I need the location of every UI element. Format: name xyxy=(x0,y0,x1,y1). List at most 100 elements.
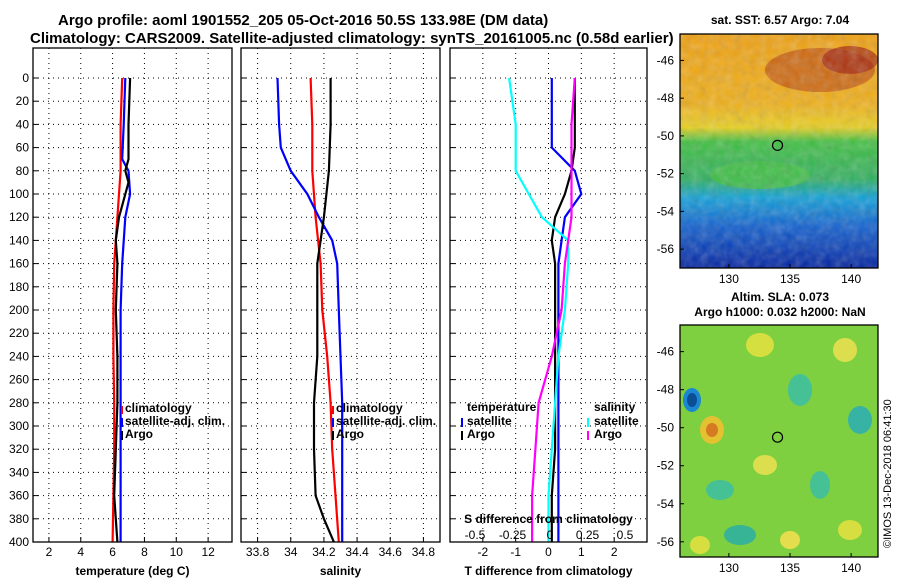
y-tick-label: 180 xyxy=(9,280,29,294)
y-tick-label: 260 xyxy=(9,373,29,387)
x-tick-label: 2 xyxy=(46,545,53,559)
legend-satellite-adj: satellite-adj. clim. xyxy=(336,414,436,428)
x-tick-label: 10 xyxy=(170,545,184,559)
series-t-satellite xyxy=(550,78,583,542)
lat-tick-label: -52 xyxy=(657,167,675,181)
legend-satellite-adj: satellite-adj. clim. xyxy=(125,414,225,428)
sla-high-core xyxy=(706,423,718,437)
x-tick-label: 34.4 xyxy=(345,545,369,559)
x-tick-label: 34 xyxy=(284,545,298,559)
y-tick-label: 340 xyxy=(9,465,29,479)
title-line-1: Argo profile: aoml 1901552_205 05-Oct-20… xyxy=(58,12,548,29)
legend-s-satellite: satellite xyxy=(594,414,639,428)
plot-frame xyxy=(449,47,648,543)
lat-tick-label: -48 xyxy=(657,91,675,105)
plot-frame xyxy=(240,47,441,543)
sst-map-title: sat. SST: 6.57 Argo: 7.04 xyxy=(711,13,850,27)
sla-blob xyxy=(833,338,857,362)
lon-tick-label: 135 xyxy=(780,561,800,575)
sst-argo-position xyxy=(771,139,784,151)
sla-blob xyxy=(724,525,756,545)
lat-tick-label: -48 xyxy=(657,383,675,397)
x-tick-label: 1 xyxy=(578,545,585,559)
series-climatology xyxy=(111,77,124,543)
y-tick-label: 0 xyxy=(22,71,29,85)
x-tick-label: 8 xyxy=(141,545,148,559)
x2-tick-label: 0 xyxy=(547,528,554,542)
sst-map-frame xyxy=(679,33,879,269)
lon-tick-label: 140 xyxy=(841,561,861,575)
x-tick-label: 4 xyxy=(77,545,84,559)
x-tick-label: 34.6 xyxy=(379,545,403,559)
sla-map: -46 -48 -50 -52 -54 -56 130 135 140 xyxy=(657,324,879,575)
y-tick-label: 320 xyxy=(9,442,29,456)
series-t-argo xyxy=(550,78,576,542)
sla-map-title-1: Altim. SLA: 0.073 xyxy=(731,290,829,304)
sla-blob xyxy=(690,536,710,554)
series-satellite-adj-clim- xyxy=(276,77,344,542)
y-tick-label: 280 xyxy=(9,396,29,410)
x2-tick-label: 0.25 xyxy=(576,528,600,542)
series-argo xyxy=(312,78,335,543)
x-tick-label: 6 xyxy=(109,545,116,559)
series-satellite-adj-clim- xyxy=(119,77,132,542)
legend-s-argo: Argo xyxy=(594,427,622,441)
y-tick-label: 100 xyxy=(9,187,29,201)
temperature-panel: 2 4 6 8 10 1202040608010012014016018020022024… xyxy=(9,47,233,578)
x-tick-label: 2 xyxy=(611,545,618,559)
sst-map: -46 -48 -50 -52 -54 -56 130 135 140 xyxy=(657,33,879,286)
y-tick-label: 220 xyxy=(9,326,29,340)
series-s-satellite xyxy=(508,77,570,542)
y-tick-label: 400 xyxy=(9,535,29,549)
legend-t-argo: Argo xyxy=(467,427,495,441)
sla-blob xyxy=(788,374,812,406)
y-tick-label: 300 xyxy=(9,419,29,433)
sla-map-frame xyxy=(679,324,879,558)
sla-blob xyxy=(848,406,872,434)
legend-climatology: climatology xyxy=(336,401,403,415)
sla-blob xyxy=(706,480,734,500)
y-tick-label: 240 xyxy=(9,349,29,363)
y-tick-label: 80 xyxy=(16,164,30,178)
series-climatology xyxy=(309,77,340,543)
y-tick-label: 60 xyxy=(16,141,30,155)
x-axis-label: T difference from climatology xyxy=(464,564,632,578)
y-tick-label: 200 xyxy=(9,303,29,317)
x-axis-label: temperature (deg C) xyxy=(75,564,189,578)
title-line-2: Climatology: CARS2009. Satellite-adjuste… xyxy=(30,30,674,47)
lon-tick-label: 135 xyxy=(780,272,800,286)
legend-salinity-title: salinity xyxy=(594,400,636,414)
x-tick-label: 12 xyxy=(201,545,215,559)
x-tick-label: -1 xyxy=(510,545,521,559)
y-tick-label: 140 xyxy=(9,233,29,247)
y-tick-label: 120 xyxy=(9,210,29,224)
lat-tick-label: -46 xyxy=(657,345,675,359)
sla-blob xyxy=(838,520,862,540)
lat-tick-label: -52 xyxy=(657,459,675,473)
x-tick-label: 34.2 xyxy=(312,545,336,559)
salinity-panel: 33.8 34 34.2 34.4 34.6 34.8 salinity xyxy=(240,47,441,578)
plot-frame xyxy=(32,47,233,543)
x-tick-label: 34.8 xyxy=(412,545,436,559)
lon-tick-label: 140 xyxy=(841,272,861,286)
sla-map-title-2: Argo h1000: 0.032 h2000: NaN xyxy=(694,305,865,319)
x-axis-label: salinity xyxy=(320,564,362,578)
legend-argo: Argo xyxy=(336,427,364,441)
lat-tick-label: -50 xyxy=(657,129,675,143)
y-tick-label: 160 xyxy=(9,257,29,271)
imos-timestamp: ©IMOS 13-Dec-2018 06:41:30 xyxy=(882,399,894,548)
y-tick-label: 380 xyxy=(9,512,29,526)
sla-blob xyxy=(810,471,830,499)
x-tick-label: 33.8 xyxy=(246,545,270,559)
salinity-legend: climatology satellite-adj. clim. Argo xyxy=(332,401,436,441)
sla-blob xyxy=(746,333,774,357)
sla-low-core xyxy=(687,393,697,407)
y-tick-label: 40 xyxy=(16,117,30,131)
difference-legend: temperature satellite Argo salinity sate… xyxy=(461,400,639,441)
lat-tick-label: -50 xyxy=(657,421,675,435)
lat-tick-label: -56 xyxy=(657,242,675,256)
sla-blob xyxy=(780,531,800,549)
sla-blobs xyxy=(683,333,872,554)
sla-argo-position xyxy=(771,431,784,443)
